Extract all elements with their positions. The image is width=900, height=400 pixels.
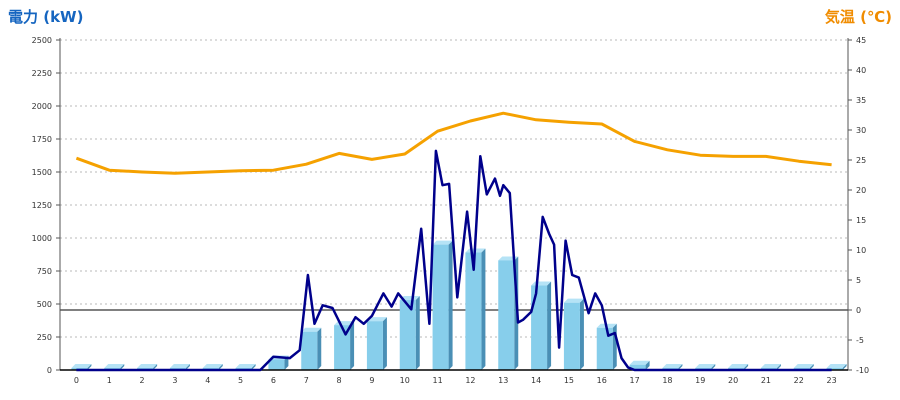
temperature-line — [75, 111, 832, 175]
power-bar — [399, 296, 420, 370]
left-axis-title: 電力 (kW) — [8, 8, 84, 26]
x-tick-label: 15 — [564, 376, 574, 385]
x-tick-label: 17 — [629, 376, 639, 385]
x-tick-label: 7 — [304, 376, 309, 385]
right-tick-label: 25 — [856, 156, 866, 165]
power-bar — [465, 248, 486, 370]
left-tick-label: 250 — [37, 333, 52, 342]
right-tick-label: 30 — [856, 126, 866, 135]
x-tick-label: 6 — [271, 376, 276, 385]
right-tick-label: -5 — [856, 336, 864, 345]
x-tick-label: 5 — [238, 376, 243, 385]
left-tick-label: 750 — [37, 267, 52, 276]
power-bar — [334, 321, 355, 370]
left-tick-label: 2000 — [32, 102, 52, 111]
x-tick-label: 14 — [531, 376, 541, 385]
left-tick-label: 2250 — [32, 69, 52, 78]
right-tick-label: 40 — [856, 66, 866, 75]
left-tick-label: 1750 — [32, 135, 52, 144]
x-tick-label: 0 — [74, 376, 79, 385]
power-bar — [366, 317, 387, 370]
power-bar — [826, 364, 847, 370]
x-tick-label: 1 — [107, 376, 112, 385]
power-bar — [531, 281, 552, 370]
left-tick-label: 1250 — [32, 201, 52, 210]
left-tick-label: 0 — [47, 366, 52, 375]
x-tick-label: 20 — [728, 376, 738, 385]
x-tick-label: 19 — [695, 376, 705, 385]
x-tick-label: 9 — [369, 376, 374, 385]
right-tick-label: 20 — [856, 186, 866, 195]
x-tick-label: 10 — [400, 376, 410, 385]
x-tick-label: 18 — [662, 376, 672, 385]
left-tick-label: 2500 — [32, 36, 52, 45]
x-tick-label: 4 — [205, 376, 210, 385]
x-tick-label: 23 — [826, 376, 836, 385]
power-bar — [432, 240, 453, 370]
left-tick-label: 1000 — [32, 234, 52, 243]
power-bar — [563, 298, 584, 370]
x-tick-label: 16 — [597, 376, 607, 385]
x-tick-label: 3 — [172, 376, 177, 385]
x-tick-label: 22 — [794, 376, 804, 385]
right-tick-label: 15 — [856, 216, 866, 225]
right-tick-label: 35 — [856, 96, 866, 105]
x-tick-label: 11 — [432, 376, 442, 385]
right-tick-label: -10 — [856, 366, 869, 375]
left-tick-label: 500 — [37, 300, 52, 309]
power-bar — [301, 327, 322, 370]
right-tick-label: 45 — [856, 36, 866, 45]
x-tick-label: 13 — [498, 376, 508, 385]
x-tick-label: 12 — [465, 376, 475, 385]
right-tick-label: 10 — [856, 246, 866, 255]
left-tick-label: 1500 — [32, 168, 52, 177]
right-axis-title: 気温 (℃) — [824, 8, 892, 26]
power-line — [76, 149, 832, 372]
x-tick-label: 2 — [140, 376, 145, 385]
x-tick-label: 8 — [337, 376, 342, 385]
x-tick-label: 21 — [761, 376, 771, 385]
power-bar — [629, 360, 650, 370]
right-tick-label: 5 — [856, 276, 861, 285]
right-tick-label: 0 — [856, 306, 861, 315]
